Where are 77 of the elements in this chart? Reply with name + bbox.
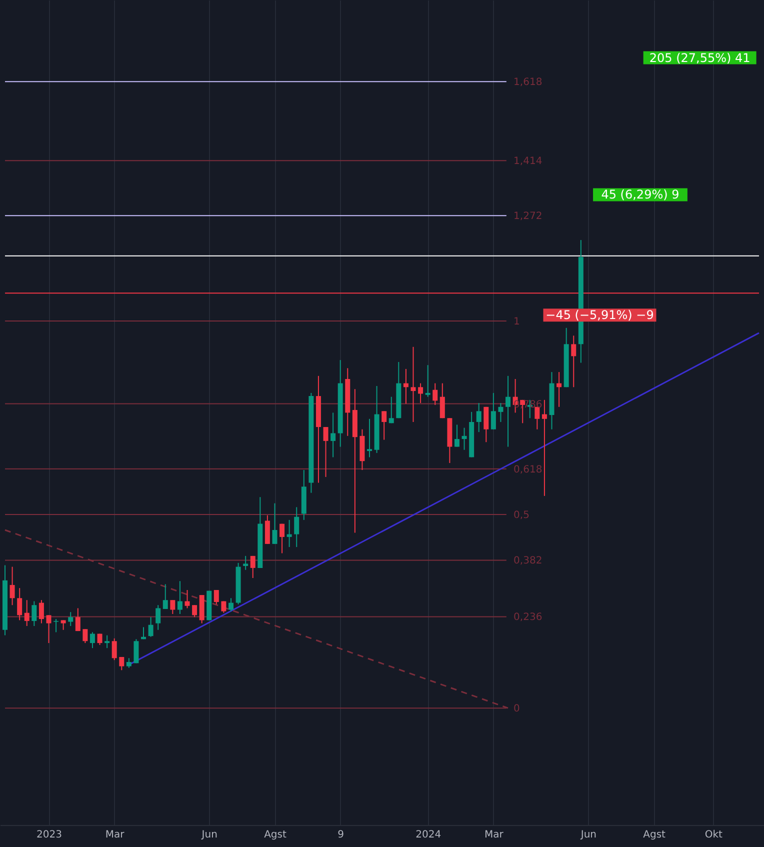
candlestick bbox=[68, 612, 74, 627]
candlestick bbox=[382, 410, 387, 440]
candlestick bbox=[243, 555, 248, 570]
candlestick bbox=[112, 638, 117, 661]
candlestick bbox=[571, 335, 576, 388]
candlestick bbox=[10, 566, 15, 606]
candlestick bbox=[60, 620, 66, 630]
candlestick bbox=[38, 600, 44, 624]
candlestick bbox=[388, 396, 394, 424]
candlestick bbox=[54, 618, 59, 633]
candlestick bbox=[294, 506, 300, 548]
candlestick bbox=[228, 598, 234, 612]
candlestick bbox=[82, 628, 88, 644]
candlestick bbox=[556, 372, 562, 408]
candlestick bbox=[162, 584, 168, 610]
candlestick bbox=[221, 600, 226, 614]
candlestick bbox=[506, 375, 511, 448]
candlestick bbox=[75, 608, 80, 632]
y-tick-label: 0,236 bbox=[514, 612, 542, 624]
candlestick bbox=[440, 382, 445, 419]
candlestick bbox=[403, 368, 408, 404]
candlestick bbox=[24, 600, 30, 627]
x-tick-label: 2023 bbox=[36, 830, 62, 840]
x-tick-label: Jun bbox=[200, 830, 218, 840]
candlestick bbox=[330, 412, 336, 458]
candlestick bbox=[148, 616, 154, 638]
candlestick bbox=[214, 590, 219, 605]
candlestick bbox=[17, 588, 22, 621]
x-tick-label: Agst bbox=[264, 830, 286, 840]
candlestick bbox=[192, 604, 198, 618]
candlestick bbox=[119, 656, 124, 671]
candlestick bbox=[490, 392, 496, 430]
y-tick-label: 0,618 bbox=[514, 464, 542, 476]
candlestick bbox=[250, 555, 256, 579]
candlestick bbox=[104, 634, 110, 649]
candlestick bbox=[425, 364, 430, 398]
candlestick bbox=[280, 523, 285, 554]
candlestick bbox=[264, 514, 270, 544]
candlestick bbox=[134, 638, 139, 664]
candlestick bbox=[542, 399, 547, 496]
annotation: 205 (27,55%) 41 bbox=[649, 50, 750, 65]
candlestick bbox=[156, 604, 161, 630]
x-tick-label: 9 bbox=[338, 830, 344, 840]
y-tick-label: 1,272 bbox=[514, 211, 542, 222]
y-tick-label: 0,382 bbox=[514, 556, 542, 567]
candlestick bbox=[90, 632, 95, 649]
candlestick bbox=[498, 402, 504, 422]
candlestick bbox=[367, 418, 372, 458]
x-tick-label: Okt bbox=[704, 830, 723, 840]
candlestick bbox=[32, 600, 37, 627]
candlestick bbox=[46, 614, 52, 644]
y-tick-label: 1 bbox=[514, 316, 520, 328]
candlestick bbox=[484, 406, 489, 443]
x-tick-label: 2024 bbox=[416, 830, 442, 840]
candlestick bbox=[454, 424, 460, 448]
candlestick bbox=[272, 502, 278, 544]
x-tick-label: Mar bbox=[484, 830, 504, 840]
candlestick bbox=[170, 600, 176, 615]
y-tick-label: 1,618 bbox=[514, 77, 542, 88]
candlestick bbox=[323, 426, 328, 478]
x-tick-label: Mar bbox=[105, 830, 126, 840]
candlestick bbox=[126, 658, 132, 668]
candlestick bbox=[476, 402, 482, 433]
candlestick bbox=[432, 382, 438, 406]
candlestick bbox=[177, 580, 182, 615]
x-tick-label: Agst bbox=[643, 830, 666, 840]
candlestick bbox=[410, 346, 416, 422]
candlestick bbox=[184, 590, 190, 609]
candlestick bbox=[286, 519, 292, 548]
y-tick-label: 0,5 bbox=[514, 510, 530, 522]
annotation: −45 (−5,91%) −9 bbox=[546, 308, 654, 322]
candlestick bbox=[462, 427, 467, 450]
y-tick-label: 1,414 bbox=[514, 156, 542, 168]
y-tick-label: 0 bbox=[514, 704, 520, 715]
x-tick-label: Jun bbox=[580, 830, 597, 840]
annotation: 45 (6,29%) 9 bbox=[601, 188, 680, 202]
candlestick bbox=[418, 382, 424, 404]
